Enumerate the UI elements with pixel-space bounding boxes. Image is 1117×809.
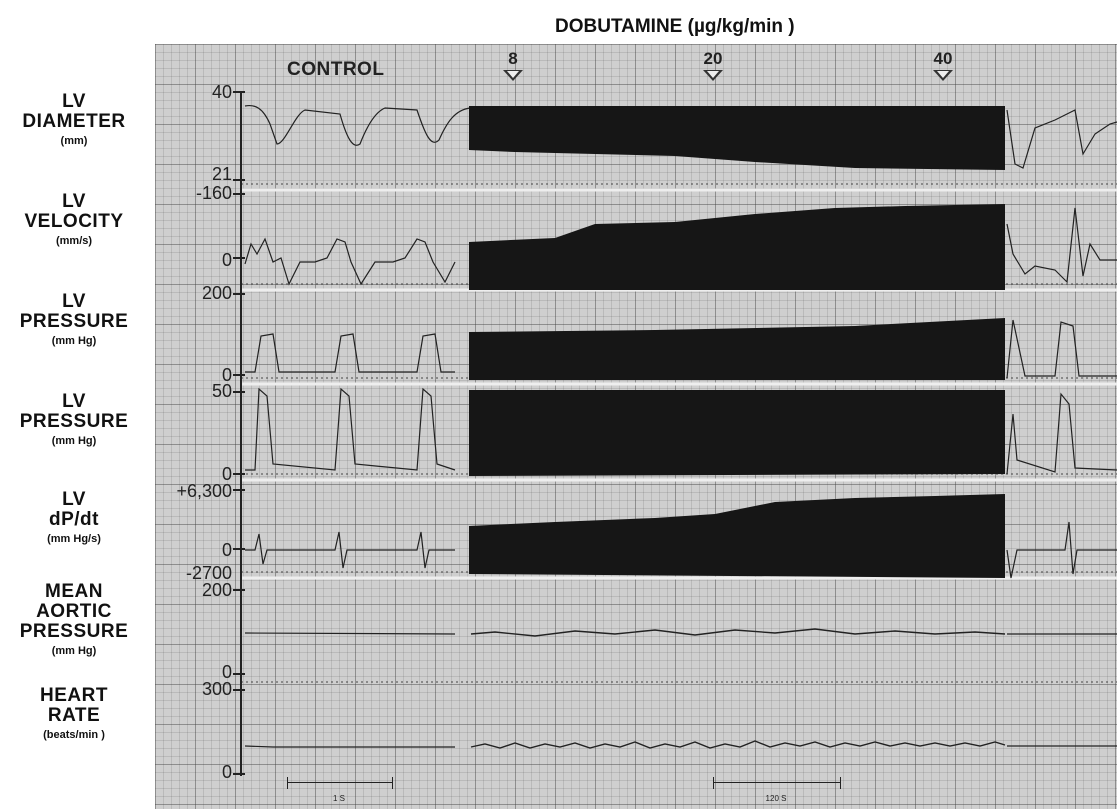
tick-dpdt-bottom: -2700 [185,563,232,583]
row-label-mean-aortic-pressure: MEAN AORTIC PRESSURE (mm Hg) [0,582,148,657]
row-label-lv-diameter: LV DIAMETER (mm) [0,92,148,147]
control-traces [244,104,471,748]
infusion-hr-trace [470,740,1006,749]
row-label-unit: (mm Hg) [51,644,97,657]
infusion-trace-bands [469,106,1005,578]
row-label-lv-pressure-2: LV PRESSURE (mm Hg) [0,392,148,447]
recording-traces [233,91,1117,776]
row-label-line1: LV [62,291,86,312]
dose-marker-40: 40 [933,49,953,68]
scale-bar-120s-label: 120 S [765,794,787,803]
row-label-line1: MEAN [45,581,103,602]
row-label-line1: LV [62,191,86,212]
tick-dpdt-zero: 0 [221,540,232,560]
row-label-line2: PRESSURE [19,410,129,432]
row-label-line1: HEART [40,685,108,706]
row-label-unit: (mm) [60,134,88,147]
row-label-line1: LV [62,489,86,510]
row-label-line2: PRESSURE [19,310,129,332]
tick-velocity-top: -160 [195,183,232,203]
row-label-line2: AORTIC [36,600,112,622]
post-diameter-trace [1006,109,1117,169]
control-dpdt-trace [245,531,455,569]
control-label: CONTROL [287,59,385,80]
tick-velocity-zero: 0 [221,250,232,270]
row-label-unit: (mm Hg) [51,334,97,347]
row-label-line2: DIAMETER [22,110,126,132]
row-label-line2: RATE [47,704,101,726]
row-label-heart-rate: HEART RATE (beats/min ) [0,686,148,741]
infusion-diameter-band [469,106,1005,170]
row-label-line3: PRESSURE [19,620,129,642]
post-infusion-traces [1006,109,1117,747]
tick-hr-top: 300 [201,679,232,699]
row-label-line1: LV [62,391,86,412]
dose-marker-8: 8 [508,49,518,68]
scale-bar-1s [287,777,393,789]
tick-pressure1-zero: 0 [221,365,232,385]
y-axis-ticks [233,91,245,775]
dose-arrow-20-icon [703,70,723,81]
post-pressure2-trace [1006,392,1117,475]
tick-diameter-top: 40 [211,82,232,102]
chart-recording-paper: CONTROL 8 20 40 1 S 120 S [155,44,1117,809]
infusion-dpdt-band [469,494,1005,578]
row-label-unit: (mm Hg) [51,434,97,447]
post-dpdt-trace [1006,521,1117,579]
control-pressure-trace [245,333,455,373]
row-label-line2: dP/dt [49,508,99,530]
row-label-line2: VELOCITY [24,210,124,232]
infusion-pressure-band [469,318,1005,380]
dose-arrow-8-icon [503,70,523,81]
tick-pressure2-zero: 0 [221,464,232,484]
infusion-velocity-band [469,204,1005,290]
row-label-lv-dpdt: LV dP/dt (mm Hg/s) [0,490,148,545]
infusion-pressure2-band [469,390,1005,476]
control-aortic-trace [244,632,456,635]
tick-pressure1-top: 200 [201,283,232,303]
tick-dpdt-top: +6,300 [176,481,232,501]
tick-aortic-top: 200 [201,580,232,600]
dose-arrow-40-icon [933,70,953,81]
dose-marker-20: 20 [703,49,723,68]
control-pressure2-trace [245,387,456,471]
infusion-aortic-trace [470,628,1006,637]
tick-hr-zero: 0 [221,762,232,782]
drug-title: DOBUTAMINE (µg/kg/min ) [555,16,795,37]
post-pressure-trace [1006,319,1117,379]
row-label-unit: (beats/min ) [43,728,105,741]
infusion-low-traces [470,628,1006,749]
control-hr-trace [244,745,455,748]
tick-pressure2-top: 50 [211,381,232,401]
tick-diameter-bottom: 21 [211,164,232,184]
post-velocity-trace [1006,207,1117,284]
row-label-line1: LV [62,91,86,112]
scale-bar-1s-label: 1 S [332,794,345,803]
control-velocity-trace [244,237,456,286]
scale-bar-120s [713,777,841,789]
tick-aortic-zero: 0 [221,662,232,682]
control-diameter-trace [244,104,471,146]
row-label-unit: (mm/s) [55,234,93,247]
row-label-lv-velocity: LV VELOCITY (mm/s) [0,192,148,247]
row-label-lv-pressure: LV PRESSURE (mm Hg) [0,292,148,347]
row-label-unit: (mm Hg/s) [47,532,101,545]
